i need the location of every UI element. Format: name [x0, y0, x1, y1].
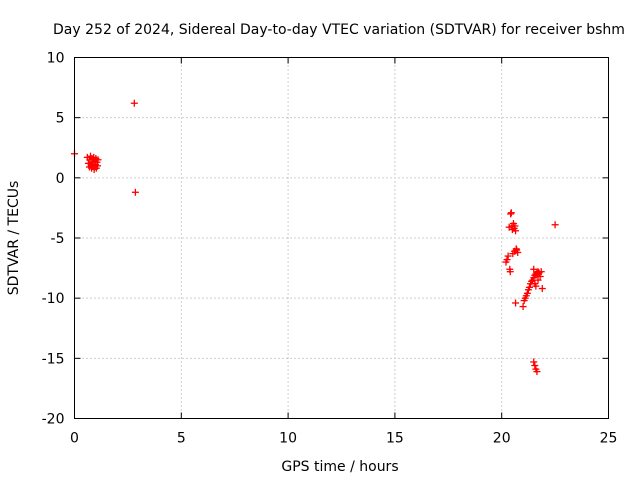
data-point: [538, 285, 546, 293]
grid: [74, 57, 609, 419]
chart-title: Day 252 of 2024, Sidereal Day-to-day VTE…: [53, 22, 625, 38]
x-tick-label: 5: [177, 431, 186, 447]
data-point: [532, 282, 540, 290]
data-point: [514, 248, 522, 256]
y-tick-label: -5: [51, 231, 65, 247]
data-point: [131, 188, 139, 196]
x-tick-label: 15: [386, 431, 404, 447]
data-point: [94, 156, 102, 164]
data-point: [534, 276, 542, 284]
plot-frame: [74, 57, 609, 419]
data-point: [523, 289, 531, 297]
x-axis-label: GPS time / hours: [281, 459, 398, 475]
data-point: [525, 283, 533, 291]
y-axis-label: SDTVAR / TECUs: [6, 181, 22, 296]
data-point: [503, 256, 511, 264]
data-point: [506, 268, 514, 276]
data-point: [504, 252, 512, 260]
x-tick-label: 20: [493, 431, 511, 447]
x-tick-label: 0: [70, 431, 79, 447]
data-point: [94, 162, 102, 170]
data-points: [71, 99, 559, 376]
data-point: [536, 273, 544, 281]
y-tick-label: 10: [47, 51, 65, 67]
x-tick-label: 25: [600, 431, 618, 447]
y-tick-label: -10: [42, 291, 65, 307]
data-point: [533, 368, 541, 376]
data-point: [512, 227, 520, 235]
y-tick-label: -15: [42, 351, 65, 367]
data-point: [530, 265, 538, 273]
data-point: [537, 268, 545, 276]
data-point: [507, 209, 515, 217]
data-point: [531, 362, 539, 370]
data-point: [519, 303, 527, 311]
y-tick-label: 5: [56, 111, 65, 127]
data-point: [512, 299, 520, 307]
data-point: [551, 221, 559, 229]
y-tick-label: 0: [56, 171, 65, 187]
axis-ticks: 0 5 10 15 20 25 -20 -15 -10 -5 0 5 10: [42, 51, 618, 447]
y-tick-label: -20: [42, 412, 65, 428]
data-point: [530, 358, 538, 366]
data-point: [130, 99, 138, 107]
x-tick-label: 10: [279, 431, 297, 447]
